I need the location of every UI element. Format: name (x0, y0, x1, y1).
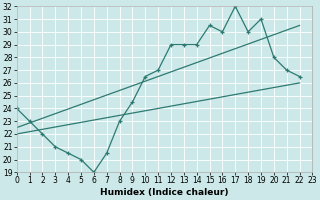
X-axis label: Humidex (Indice chaleur): Humidex (Indice chaleur) (100, 188, 229, 197)
